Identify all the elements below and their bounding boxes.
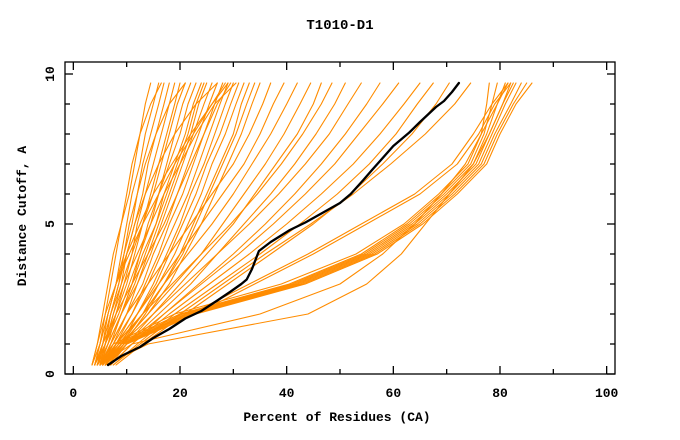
model-curve <box>91 82 162 366</box>
model-curve <box>104 82 245 366</box>
model-curve <box>99 82 333 366</box>
model-curve <box>102 82 208 366</box>
y-tick-label: 5 <box>43 220 58 228</box>
model-curve <box>96 82 186 366</box>
model-curve <box>110 82 421 366</box>
model-curve <box>99 82 205 366</box>
x-tick-label: 0 <box>69 386 77 401</box>
x-tick-label: 100 <box>595 386 619 401</box>
model-curve <box>99 82 218 366</box>
model-curve <box>104 82 285 366</box>
model-curve <box>110 82 346 366</box>
x-tick-label: 80 <box>492 386 508 401</box>
model-curve <box>94 82 229 366</box>
tick-layer: 0 20 40 60 80 100 0 5 10 <box>43 62 619 401</box>
model-curve <box>96 82 237 366</box>
highlighted-model-curve <box>106 81 461 367</box>
model-curve <box>99 82 509 366</box>
model-curve <box>91 82 226 366</box>
x-tick-label: 40 <box>279 386 295 401</box>
model-curve <box>96 82 490 366</box>
model-curve <box>99 82 506 366</box>
y-tick-label: 10 <box>43 66 58 82</box>
x-tick-label: 60 <box>386 386 402 401</box>
model-curve <box>104 82 514 366</box>
x-tick-label: 20 <box>172 386 188 401</box>
chart-title: T1010-D1 <box>306 18 373 34</box>
model-curve <box>96 82 160 366</box>
model-curve <box>107 82 322 366</box>
model-curve <box>102 82 512 366</box>
model-curve <box>104 82 224 366</box>
x-axis-label: Percent of Residues (CA) <box>243 410 430 425</box>
y-axis-label: Distance Cutoff, A <box>15 146 30 287</box>
model-curve <box>99 82 509 366</box>
model-curve <box>107 82 400 366</box>
model-curve <box>99 82 272 366</box>
model-curve <box>94 82 232 366</box>
model-curve <box>102 82 256 366</box>
y-tick-label: 0 <box>43 370 58 378</box>
model-curve <box>104 82 362 366</box>
series-layer <box>91 81 533 367</box>
model-curve <box>107 82 250 366</box>
model-curve <box>104 82 312 366</box>
model-curve <box>104 82 234 366</box>
model-curve <box>99 82 229 366</box>
